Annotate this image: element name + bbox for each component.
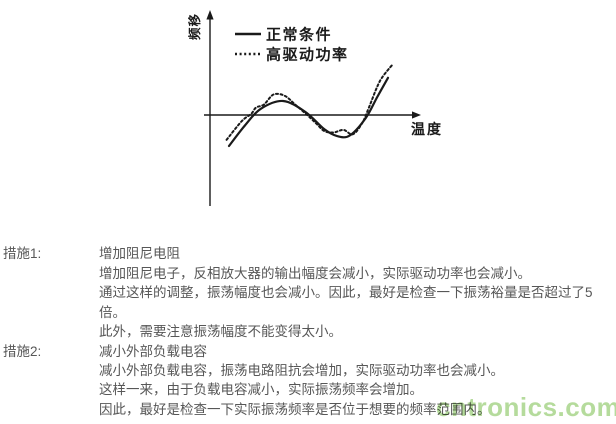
x-axis-label: 温度 xyxy=(411,121,443,137)
measure-1-line: 倍。 xyxy=(99,304,126,320)
measure-2-line: 因此，最好是检查一下实际振荡频率是否位于想要的频率范围内。 xyxy=(99,401,491,417)
measure-2-line: 这样一来，由于负载电容减小，实际振荡频率会增加。 xyxy=(99,382,423,398)
measure-2-label: 措施2: xyxy=(3,343,42,359)
measure-1-title: 增加阻尼电阻 xyxy=(99,246,180,261)
measure-2-line: 减小外部负载电容，振荡电路阻抗会增加，实际驱动功率也会减小。 xyxy=(99,363,504,379)
measure-2-block: 措施2: 减小外部负载电容 减小外部负载电容，振荡电路阻抗会增加，实际驱动功率也… xyxy=(0,342,616,419)
x-axis-arrow-icon xyxy=(412,111,421,119)
measure-1-line: 通过这样的调整，振荡幅度也会减小。因此，最好是检查一下振荡裕量是否超过了5 xyxy=(99,285,593,301)
measure-1-line: 增加阻尼电子，反相放大器的输出幅度会减小，实际驱动功率也会减小。 xyxy=(99,265,531,281)
y-axis-arrow-icon xyxy=(206,10,214,20)
legend-label-normal: 正常条件 xyxy=(266,26,332,44)
measure-1-block: 措施1: 增加阻尼电阻 增加阻尼电子，反相放大器的输出幅度会减小，实际驱动功率也… xyxy=(0,244,616,342)
y-axis-label: 频移 xyxy=(187,13,202,40)
measures-section: 措施1: 增加阻尼电阻 增加阻尼电子，反相放大器的输出幅度会减小，实际驱动功率也… xyxy=(0,244,616,419)
chart-canvas: 频移 温度 正常条件 高驱动功率 xyxy=(187,10,443,206)
curve-normal-conditions xyxy=(227,76,390,148)
watermark: cntronics.com xyxy=(436,392,616,422)
measure-1-label: 措施1: xyxy=(3,246,42,261)
frequency-vs-temperature-chart: 频移 温度 正常条件 高驱动功率 xyxy=(185,4,475,226)
legend-label-high-drive: 高驱动功率 xyxy=(266,46,349,64)
curve-high-drive-power xyxy=(225,63,394,141)
chart-legend: 正常条件 高驱动功率 xyxy=(235,26,349,64)
measure-1-line: 此外，需要注意振荡幅度不能变得太小。 xyxy=(99,324,342,340)
measure-2-title: 减小外部负载电容 xyxy=(99,343,207,359)
